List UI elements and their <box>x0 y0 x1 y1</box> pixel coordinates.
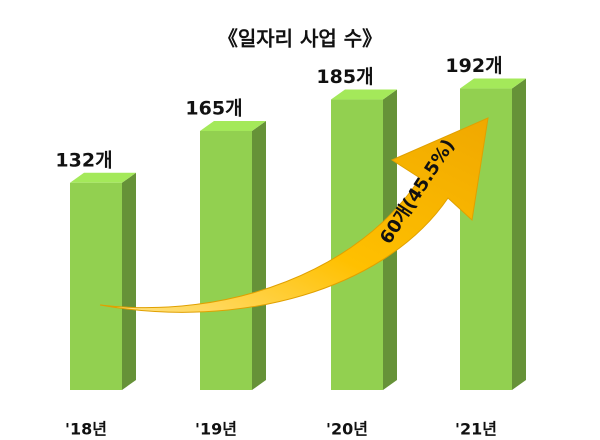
value-label: 192개 <box>445 55 502 77</box>
value-label: 132개 <box>55 149 112 171</box>
bar-side <box>122 172 136 390</box>
bar <box>70 182 122 390</box>
bar-top <box>70 172 136 183</box>
bar-side <box>512 78 526 390</box>
x-tick-label: '19년 <box>195 420 237 439</box>
x-tick-label: '18년 <box>65 420 107 439</box>
bar-top <box>200 120 266 131</box>
bars <box>70 78 526 391</box>
value-label: 165개 <box>185 97 242 119</box>
bar-side <box>252 120 266 390</box>
bar-top <box>331 89 397 100</box>
x-tick-label: '21년 <box>455 420 497 439</box>
bar <box>200 130 252 390</box>
chart-title: 《일자리 사업 수》 <box>218 27 382 51</box>
growth-arrow <box>99 117 489 313</box>
x-tick-label: '20년 <box>326 420 368 439</box>
value-label: 185개 <box>316 66 373 88</box>
bar-top <box>460 78 526 89</box>
